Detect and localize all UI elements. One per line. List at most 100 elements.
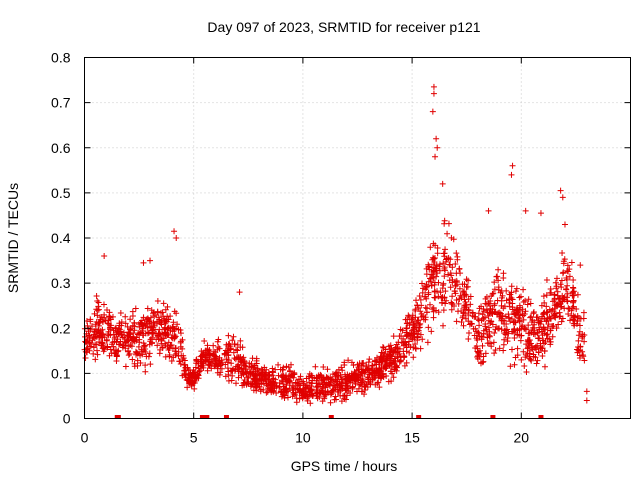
data-point — [525, 344, 532, 351]
data-point — [568, 259, 575, 266]
data-point — [248, 381, 255, 388]
data-point — [396, 333, 403, 340]
data-point — [436, 261, 443, 268]
data-point — [410, 321, 417, 328]
data-point — [225, 340, 232, 347]
data-point — [129, 356, 136, 363]
data-point — [361, 371, 368, 378]
data-point — [516, 332, 523, 339]
data-point — [421, 293, 428, 300]
data-point — [140, 314, 147, 321]
data-point — [521, 362, 528, 369]
data-point — [396, 358, 403, 365]
data-point — [253, 355, 260, 362]
data-point — [544, 331, 551, 338]
data-point — [297, 373, 304, 380]
data-point — [489, 321, 496, 328]
data-point — [225, 368, 232, 375]
data-point — [173, 235, 180, 241]
data-point — [477, 351, 484, 358]
data-point — [474, 316, 481, 323]
data-point — [265, 369, 272, 376]
data-point — [97, 327, 104, 334]
data-point — [342, 396, 349, 403]
data-point — [531, 345, 538, 352]
data-point — [535, 319, 542, 326]
data-point — [235, 361, 242, 368]
data-point — [583, 388, 590, 395]
data-point — [199, 353, 206, 360]
data-point — [554, 301, 561, 308]
data-point — [543, 309, 550, 316]
data-point — [441, 264, 448, 271]
zero-point — [223, 415, 229, 419]
data-point — [514, 352, 521, 359]
data-point — [542, 326, 549, 333]
data-point — [214, 359, 221, 366]
data-point — [469, 310, 476, 317]
data-point — [564, 267, 571, 274]
data-point — [577, 262, 584, 269]
data-point — [301, 385, 308, 392]
data-point — [207, 352, 214, 359]
data-point — [314, 395, 321, 402]
data-point — [222, 347, 229, 354]
data-point — [430, 274, 437, 281]
data-point — [195, 365, 202, 372]
data-point — [414, 317, 421, 324]
data-point — [441, 217, 448, 224]
data-point — [558, 318, 565, 325]
data-point — [126, 333, 133, 340]
data-point — [94, 351, 101, 358]
data-point — [181, 367, 188, 374]
data-point — [563, 274, 570, 281]
data-point — [476, 305, 483, 312]
data-point — [179, 372, 186, 379]
data-point — [376, 373, 383, 380]
data-point — [551, 305, 558, 312]
data-point — [113, 339, 120, 346]
data-point — [131, 338, 138, 345]
data-point — [456, 266, 463, 273]
data-point — [553, 275, 560, 282]
y-tick-label: 0.6 — [51, 140, 71, 156]
data-point — [478, 336, 485, 343]
data-point — [441, 220, 448, 227]
data-point — [414, 333, 421, 340]
data-point — [312, 363, 319, 370]
data-point — [546, 306, 553, 313]
data-point — [429, 306, 436, 313]
data-point — [201, 358, 208, 365]
data-point — [533, 360, 540, 367]
data-point — [140, 259, 147, 266]
data-point — [352, 376, 359, 383]
data-point — [474, 336, 481, 343]
y-tick-label: 0.8 — [51, 50, 71, 66]
data-point — [101, 253, 108, 260]
data-point — [350, 362, 357, 369]
data-point — [539, 353, 546, 360]
data-point — [480, 358, 487, 365]
data-point — [95, 306, 102, 313]
data-point — [447, 270, 454, 277]
data-point — [253, 383, 260, 390]
data-point — [460, 322, 467, 329]
data-point — [230, 333, 237, 340]
data-point — [296, 386, 303, 393]
data-point — [318, 387, 325, 394]
data-point — [476, 322, 483, 329]
data-point — [278, 393, 285, 400]
data-point — [367, 380, 374, 387]
data-point — [343, 382, 350, 389]
data-point — [306, 373, 313, 380]
data-point — [138, 320, 145, 327]
data-point — [228, 360, 235, 367]
data-point — [495, 284, 502, 291]
data-point — [385, 351, 392, 358]
data-point — [255, 380, 262, 387]
data-point — [492, 308, 499, 315]
data-point — [304, 397, 311, 404]
data-point — [558, 284, 565, 291]
data-point — [551, 295, 558, 302]
data-point — [554, 288, 561, 295]
